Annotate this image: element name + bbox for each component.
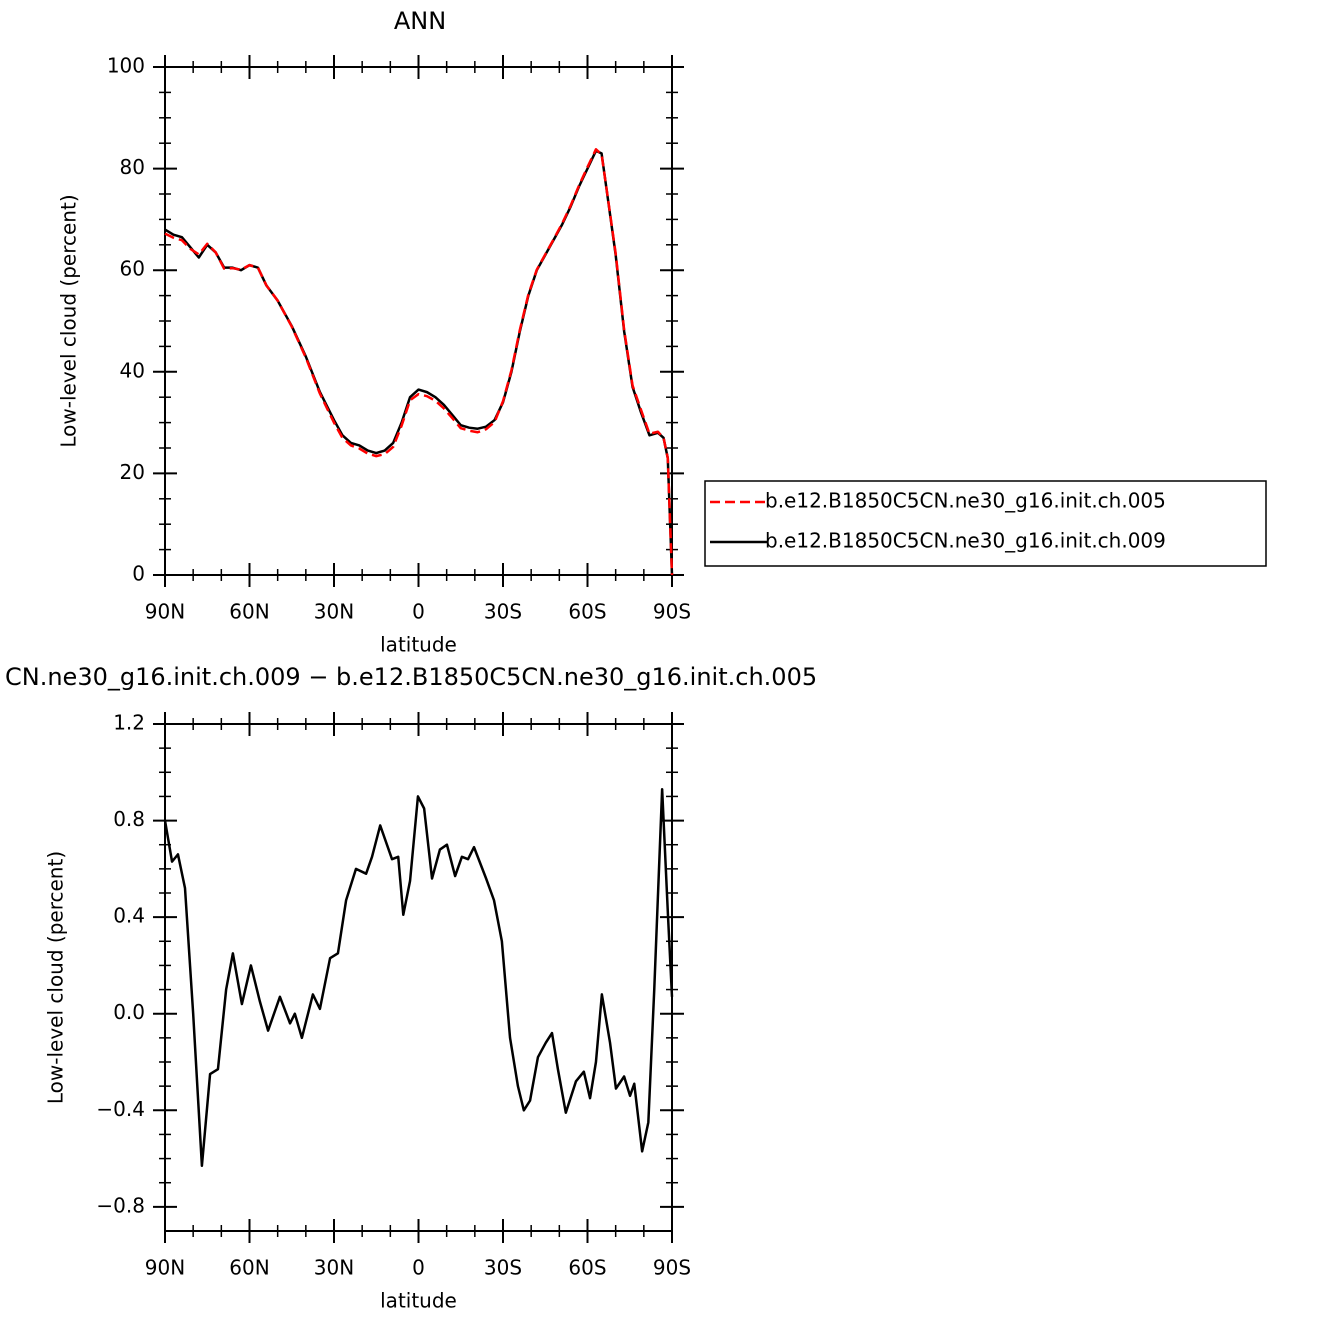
x-tick-label: 30S xyxy=(484,600,522,624)
legend-label: b.e12.B1850C5CN.ne30_g16.init.ch.009 xyxy=(765,529,1166,553)
x-tick-label: 30S xyxy=(484,1256,522,1280)
x-tick-label: 60S xyxy=(568,1256,606,1280)
x-tick-label: 0 xyxy=(412,1256,425,1280)
x-tick-label: 90S xyxy=(653,600,691,624)
data-line xyxy=(163,787,674,1168)
y-axis-label: Low-level cloud (percent) xyxy=(44,851,68,1104)
y-tick-label: 40 xyxy=(120,358,145,382)
chart-title: CN.ne30_g16.init.ch.009 − b.e12.B1850C5C… xyxy=(5,663,817,691)
y-tick-label: 0.8 xyxy=(113,807,145,831)
x-tick-label: 90N xyxy=(145,1256,185,1280)
y-tick-label: 60 xyxy=(120,257,145,281)
x-axis-label: latitude xyxy=(380,633,457,657)
y-tick-label: 80 xyxy=(120,155,145,179)
x-axis-label: latitude xyxy=(380,1289,457,1313)
y-tick-label: 0 xyxy=(132,562,145,586)
y-tick-label: 0.0 xyxy=(113,1000,145,1024)
x-tick-label: 30N xyxy=(314,600,354,624)
y-axis-label: Low-level cloud (percent) xyxy=(57,194,81,447)
x-tick-label: 60N xyxy=(229,600,269,624)
y-tick-label: 100 xyxy=(107,54,145,78)
data-line xyxy=(164,149,674,576)
x-tick-label: 90N xyxy=(145,600,185,624)
x-tick-label: 60S xyxy=(568,600,606,624)
x-tick-label: 90S xyxy=(653,1256,691,1280)
y-tick-label: 1.2 xyxy=(113,711,145,735)
legend-box xyxy=(704,480,1267,567)
x-tick-label: 30N xyxy=(314,1256,354,1280)
y-tick-label: −0.8 xyxy=(96,1193,145,1217)
plot-frame xyxy=(164,66,673,576)
y-tick-label: 20 xyxy=(120,460,145,484)
y-tick-label: 0.4 xyxy=(113,904,145,928)
y-tick-label: −0.4 xyxy=(96,1097,145,1121)
chart-title: ANN xyxy=(394,7,446,35)
x-tick-label: 60N xyxy=(229,1256,269,1280)
x-tick-label: 0 xyxy=(412,600,425,624)
data-line xyxy=(164,148,674,576)
legend-label: b.e12.B1850C5CN.ne30_g16.init.ch.005 xyxy=(765,489,1166,513)
